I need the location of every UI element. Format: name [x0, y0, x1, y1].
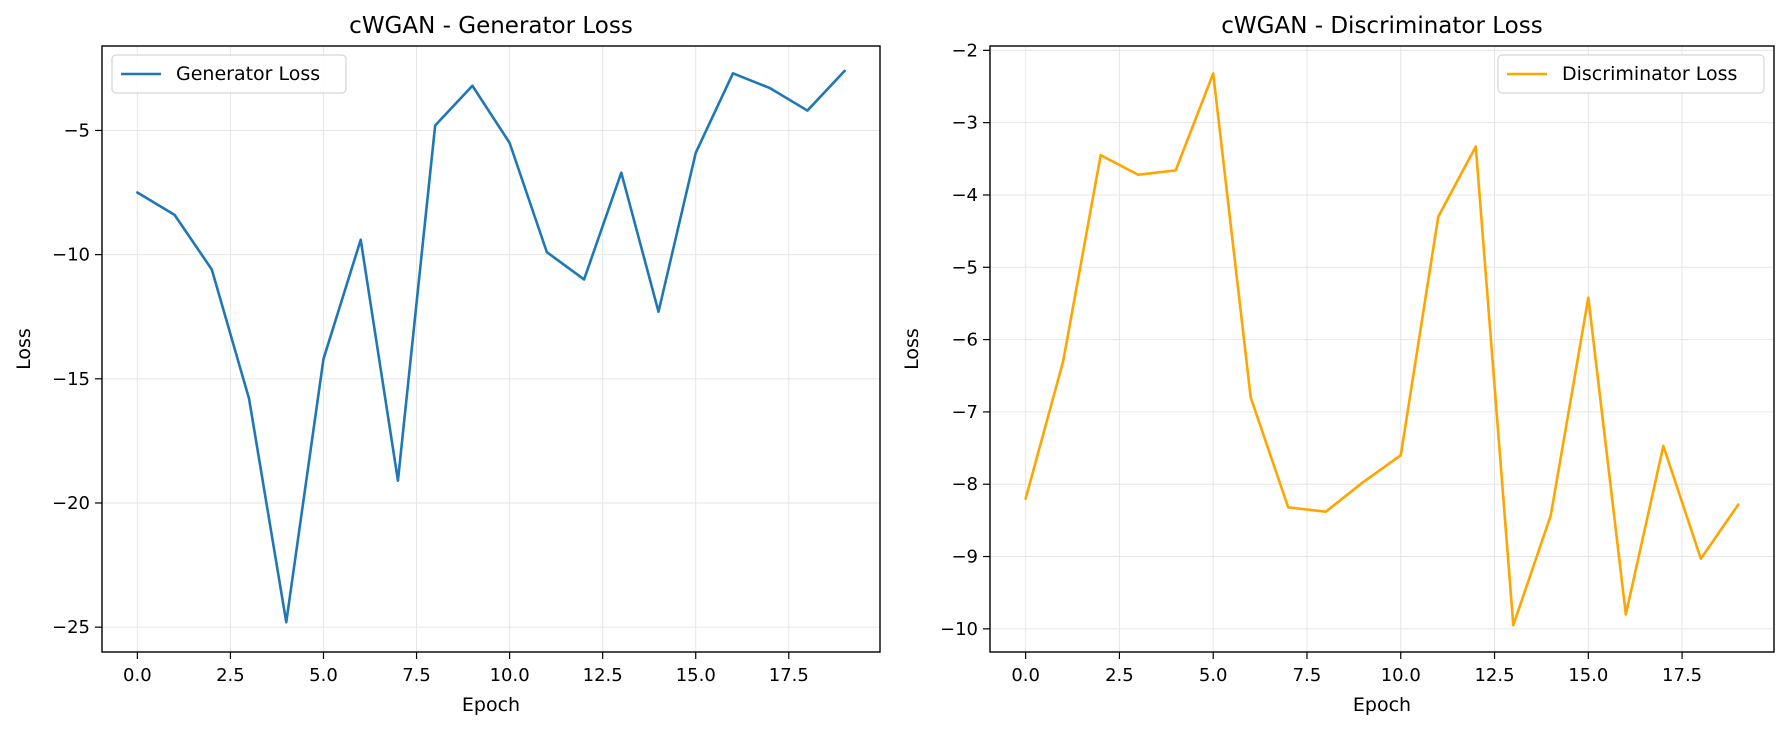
y-tick-label: −3 [951, 113, 978, 134]
chart-title: cWGAN - Generator Loss [349, 13, 633, 39]
legend: Discriminator Loss [1497, 54, 1765, 94]
x-tick-label: 12.5 [583, 665, 623, 686]
x-axis-label: Epoch [1353, 694, 1411, 716]
legend-box [111, 54, 347, 94]
x-tick-label: 5.0 [309, 665, 338, 686]
y-tick-label: −15 [52, 369, 90, 390]
chart-panel-2: 0.0 2.5 5.0 7.5 10.0 12.5 15.0 17.5 −10 −9 −8 −7 −6 −… [901, 13, 1775, 716]
chart-panel-1: 0.0 2.5 5.0 7.5 10.0 12.5 15.0 17.5 −25 −20 −15 −10… [13, 13, 881, 716]
x-tick-label: 17.5 [1662, 665, 1702, 686]
series-line-generator-loss [136, 69, 846, 624]
x-tick-label: 7.5 [1293, 665, 1322, 686]
y-tick-label: −7 [951, 402, 978, 423]
y-tick-label: −8 [951, 474, 978, 495]
chart-title: cWGAN - Discriminator Loss [1221, 13, 1542, 39]
x-tick-label: 0.0 [1011, 665, 1040, 686]
legend-label: Discriminator Loss [1562, 63, 1737, 85]
y-tick-label: −20 [52, 493, 90, 514]
y-tick-label: −10 [52, 245, 90, 266]
x-tick-label: 7.5 [402, 665, 431, 686]
y-axis-label: Loss [901, 328, 923, 370]
x-tick-label: 0.0 [123, 665, 152, 686]
y-tick-label: −10 [940, 619, 978, 640]
y-tick-label: −25 [52, 617, 90, 638]
y-tick-label: −5 [63, 120, 90, 141]
x-tick-label: 12.5 [1474, 665, 1514, 686]
y-tick-label: −6 [951, 330, 978, 351]
y-tick-label: −4 [951, 185, 978, 206]
y-axis-label: Loss [13, 328, 35, 370]
x-tick-label: 10.0 [490, 665, 530, 686]
legend-box [1497, 54, 1765, 94]
axes-frame [989, 45, 1775, 653]
x-tick-label: 15.0 [1568, 665, 1608, 686]
series-line-discriminator-loss [1024, 72, 1740, 627]
x-tick-label: 5.0 [1199, 665, 1228, 686]
legend: Generator Loss [111, 54, 347, 94]
x-tick-label: 17.5 [769, 665, 809, 686]
y-tick-label: −9 [951, 547, 978, 568]
x-tick-label: 2.5 [216, 665, 245, 686]
y-tick-label: −2 [951, 40, 978, 61]
x-tick-label: 2.5 [1105, 665, 1134, 686]
x-tick-label: 10.0 [1381, 665, 1421, 686]
x-tick-label: 15.0 [676, 665, 716, 686]
x-axis-label: Epoch [462, 694, 520, 716]
legend-label: Generator Loss [176, 63, 320, 85]
axes-frame [101, 45, 881, 653]
y-tick-label: −5 [951, 257, 978, 278]
